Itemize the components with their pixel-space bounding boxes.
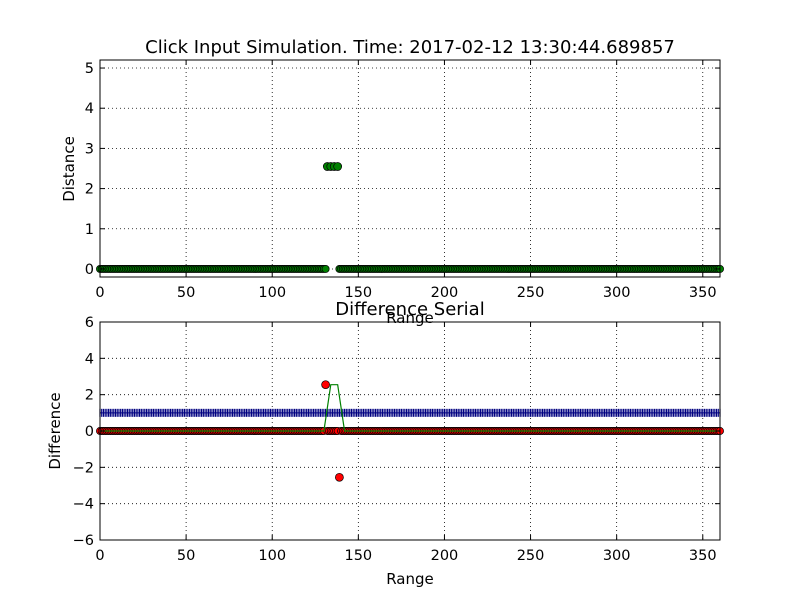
distance-chart-frame	[99, 59, 721, 278]
series-distance-line	[100, 384, 720, 432]
x-tick-label: 350	[689, 548, 717, 564]
x-tick-label: 150	[344, 548, 372, 564]
data-point	[333, 162, 343, 171]
y-tick-label: 0	[85, 424, 94, 440]
x-tick-label: 200	[431, 285, 459, 301]
data-point	[321, 265, 330, 273]
distance-chart-ylabel: Distance	[60, 136, 78, 202]
y-tick-label: 4	[85, 101, 94, 117]
difference-chart-title: Difference Serial	[335, 299, 484, 320]
x-tick-label: 50	[177, 548, 195, 564]
x-tick-label: 0	[95, 285, 104, 301]
x-tick-label: 250	[517, 548, 545, 564]
x-tick-label: 150	[344, 285, 372, 301]
x-tick-label: 300	[603, 548, 631, 564]
x-tick-label: 300	[603, 285, 631, 301]
series-line	[100, 384, 720, 432]
y-tick-label: −4	[73, 497, 94, 513]
y-tick-label: 5	[85, 61, 94, 77]
distance-chart-ticks: 0 50 100 150 200 250 300 350 0 1 2 3 4 5	[85, 60, 720, 301]
x-tick-label: 350	[689, 285, 717, 301]
y-tick-label: −6	[73, 533, 94, 549]
distance-chart-series	[96, 162, 724, 273]
y-tick-label: 0	[85, 262, 94, 278]
x-tick-label: 200	[431, 548, 459, 564]
difference-chart-xlabel: Range	[386, 570, 434, 588]
difference-chart-series	[96, 380, 724, 482]
data-point	[335, 472, 344, 482]
x-tick-label: 250	[517, 285, 545, 301]
x-tick-label: 0	[95, 548, 104, 564]
x-tick-label: 100	[258, 548, 286, 564]
difference-chart-ylabel: Difference	[46, 392, 64, 469]
y-tick-label: 1	[85, 222, 94, 238]
y-tick-label: 2	[85, 182, 94, 198]
y-tick-label: 6	[85, 315, 94, 331]
distance-chart: Click Input Simulation. Time: 2017-02-12…	[60, 37, 724, 327]
x-tick-label: 50	[177, 285, 195, 301]
x-tick-label: 100	[258, 285, 286, 301]
distance-chart-title: Click Input Simulation. Time: 2017-02-12…	[145, 37, 675, 58]
difference-chart: 0 50 100 150 200 250 300 350 −6 −4 −2 0 2 4 6 Differen…	[46, 299, 724, 588]
y-tick-label: −2	[73, 460, 94, 476]
series-distance	[96, 162, 724, 273]
y-tick-label: 2	[85, 388, 94, 404]
difference-chart-ticks: 0 50 100 150 200 250 300 350 −6 −4 −2 0 2 4 6	[73, 315, 720, 564]
series-baseline	[99, 408, 721, 417]
y-tick-label: 3	[85, 141, 94, 157]
data-point	[321, 380, 330, 390]
y-tick-label: 4	[85, 351, 94, 367]
